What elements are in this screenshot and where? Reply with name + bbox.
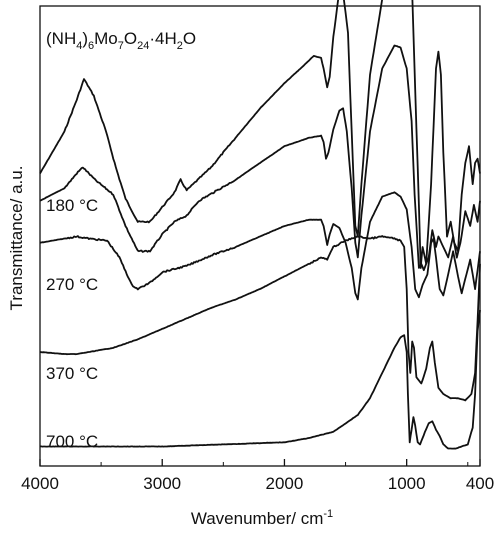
- series-label-370: 370 °C: [46, 364, 98, 383]
- x-tick-label-400: 400: [466, 474, 494, 493]
- x-tick-label-1000: 1000: [388, 474, 426, 493]
- x-tick-label-3000: 3000: [143, 474, 181, 493]
- x-tick-label-2000: 2000: [266, 474, 304, 493]
- spectrum-line-4: [40, 309, 481, 450]
- spectra-group: [39, 0, 481, 450]
- series-label-700: 700 °C: [46, 432, 98, 451]
- series-label-270: 270 °C: [46, 275, 98, 294]
- series-label-180: 180 °C: [46, 196, 98, 215]
- spectrum-line-0: [39, 0, 481, 269]
- spectrum-line-1: [39, 44, 481, 272]
- y-axis-title: Transmittance/ a.u.: [7, 166, 26, 311]
- x-axis-title: Wavenumber/ cm-1: [191, 508, 333, 528]
- x-tick-label-4000: 4000: [21, 474, 59, 493]
- x-ticks-group: 4000 3000 2000 1000 400: [21, 459, 494, 493]
- spectrum-line-3: [39, 235, 481, 402]
- sample-formula-label: (NH4)6Mo7O24·4H2O: [46, 29, 196, 52]
- plot-frame: [39, 5, 481, 467]
- spectrum-line-2: [39, 191, 481, 301]
